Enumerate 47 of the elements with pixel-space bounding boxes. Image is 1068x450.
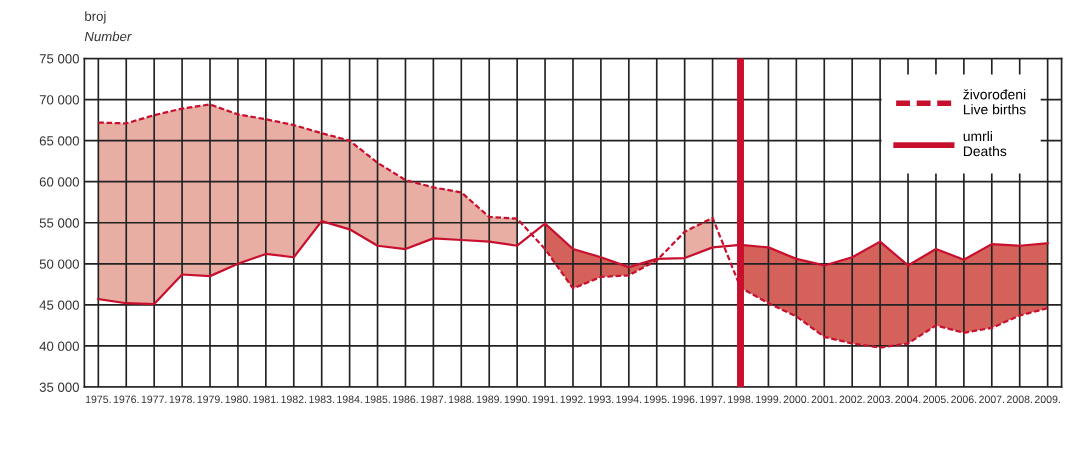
x-tick-label: 1977.: [141, 395, 167, 404]
x-tick-label: 1992.: [560, 395, 586, 404]
x-tick-label: 1990.: [504, 395, 530, 404]
x-tick-label: 2005.: [923, 395, 949, 404]
x-tick-label: 1999.: [756, 395, 781, 404]
x-tick-label: 1989.: [476, 395, 502, 404]
x-tick-label: 1994.: [616, 395, 642, 404]
x-tick-label: 2002.: [839, 395, 865, 404]
x-tick-label: 1985.: [365, 395, 390, 404]
y-axis-title: broj Number: [84, 11, 132, 42]
y-tick-label: 50 000: [39, 259, 79, 269]
x-tick-label: 1976.: [113, 395, 139, 404]
x-tick-label: 1982.: [281, 395, 307, 404]
x-tick-label: 1997.: [700, 395, 725, 404]
x-tick-label: 1984.: [337, 395, 362, 404]
x-tick-label: 2009.: [1034, 395, 1060, 404]
x-tick-label: 1983.: [309, 395, 334, 404]
legend-label: živorođeni Live births: [963, 89, 1026, 115]
x-tick-label: 2008.: [1007, 395, 1032, 404]
legend-label: umrli Deaths: [963, 130, 1007, 157]
y-tick-label: 75 000: [39, 54, 79, 64]
x-tick-label: 1978.: [169, 395, 195, 404]
x-tick-label: 2006.: [951, 395, 977, 404]
x-tick-label: 1986.: [393, 395, 418, 404]
x-tick-label: 1988.: [448, 395, 474, 404]
x-tick-label: 1995.: [644, 395, 669, 404]
x-tick-label: 1996.: [672, 395, 697, 404]
y-tick-label: 65 000: [39, 136, 79, 146]
x-tick-label: 2000.: [783, 395, 809, 404]
x-tick-label: 1993.: [588, 395, 614, 404]
y-tick-label: 55 000: [39, 218, 79, 228]
x-tick-label: 2004.: [895, 395, 921, 404]
x-tick-label: 1980.: [225, 395, 251, 404]
x-tick-label: 1991.: [532, 395, 558, 404]
x-tick-label: 2003.: [867, 395, 893, 404]
x-tick-label: 1975.: [85, 395, 111, 404]
y-tick-label: 35 000: [39, 382, 79, 392]
x-tick-label: 2007.: [979, 395, 1005, 404]
x-tick-label: 1981.: [253, 395, 279, 404]
y-tick-label: 45 000: [39, 300, 79, 310]
y-tick-label: 40 000: [39, 341, 79, 351]
x-tick-label: 2001.: [811, 395, 837, 404]
y-tick-label: 70 000: [39, 95, 79, 105]
x-tick-label: 1987.: [420, 395, 446, 404]
y-tick-label: 60 000: [39, 177, 79, 187]
x-tick-label: 1979.: [197, 395, 223, 404]
x-tick-label: 1998.: [728, 395, 753, 404]
